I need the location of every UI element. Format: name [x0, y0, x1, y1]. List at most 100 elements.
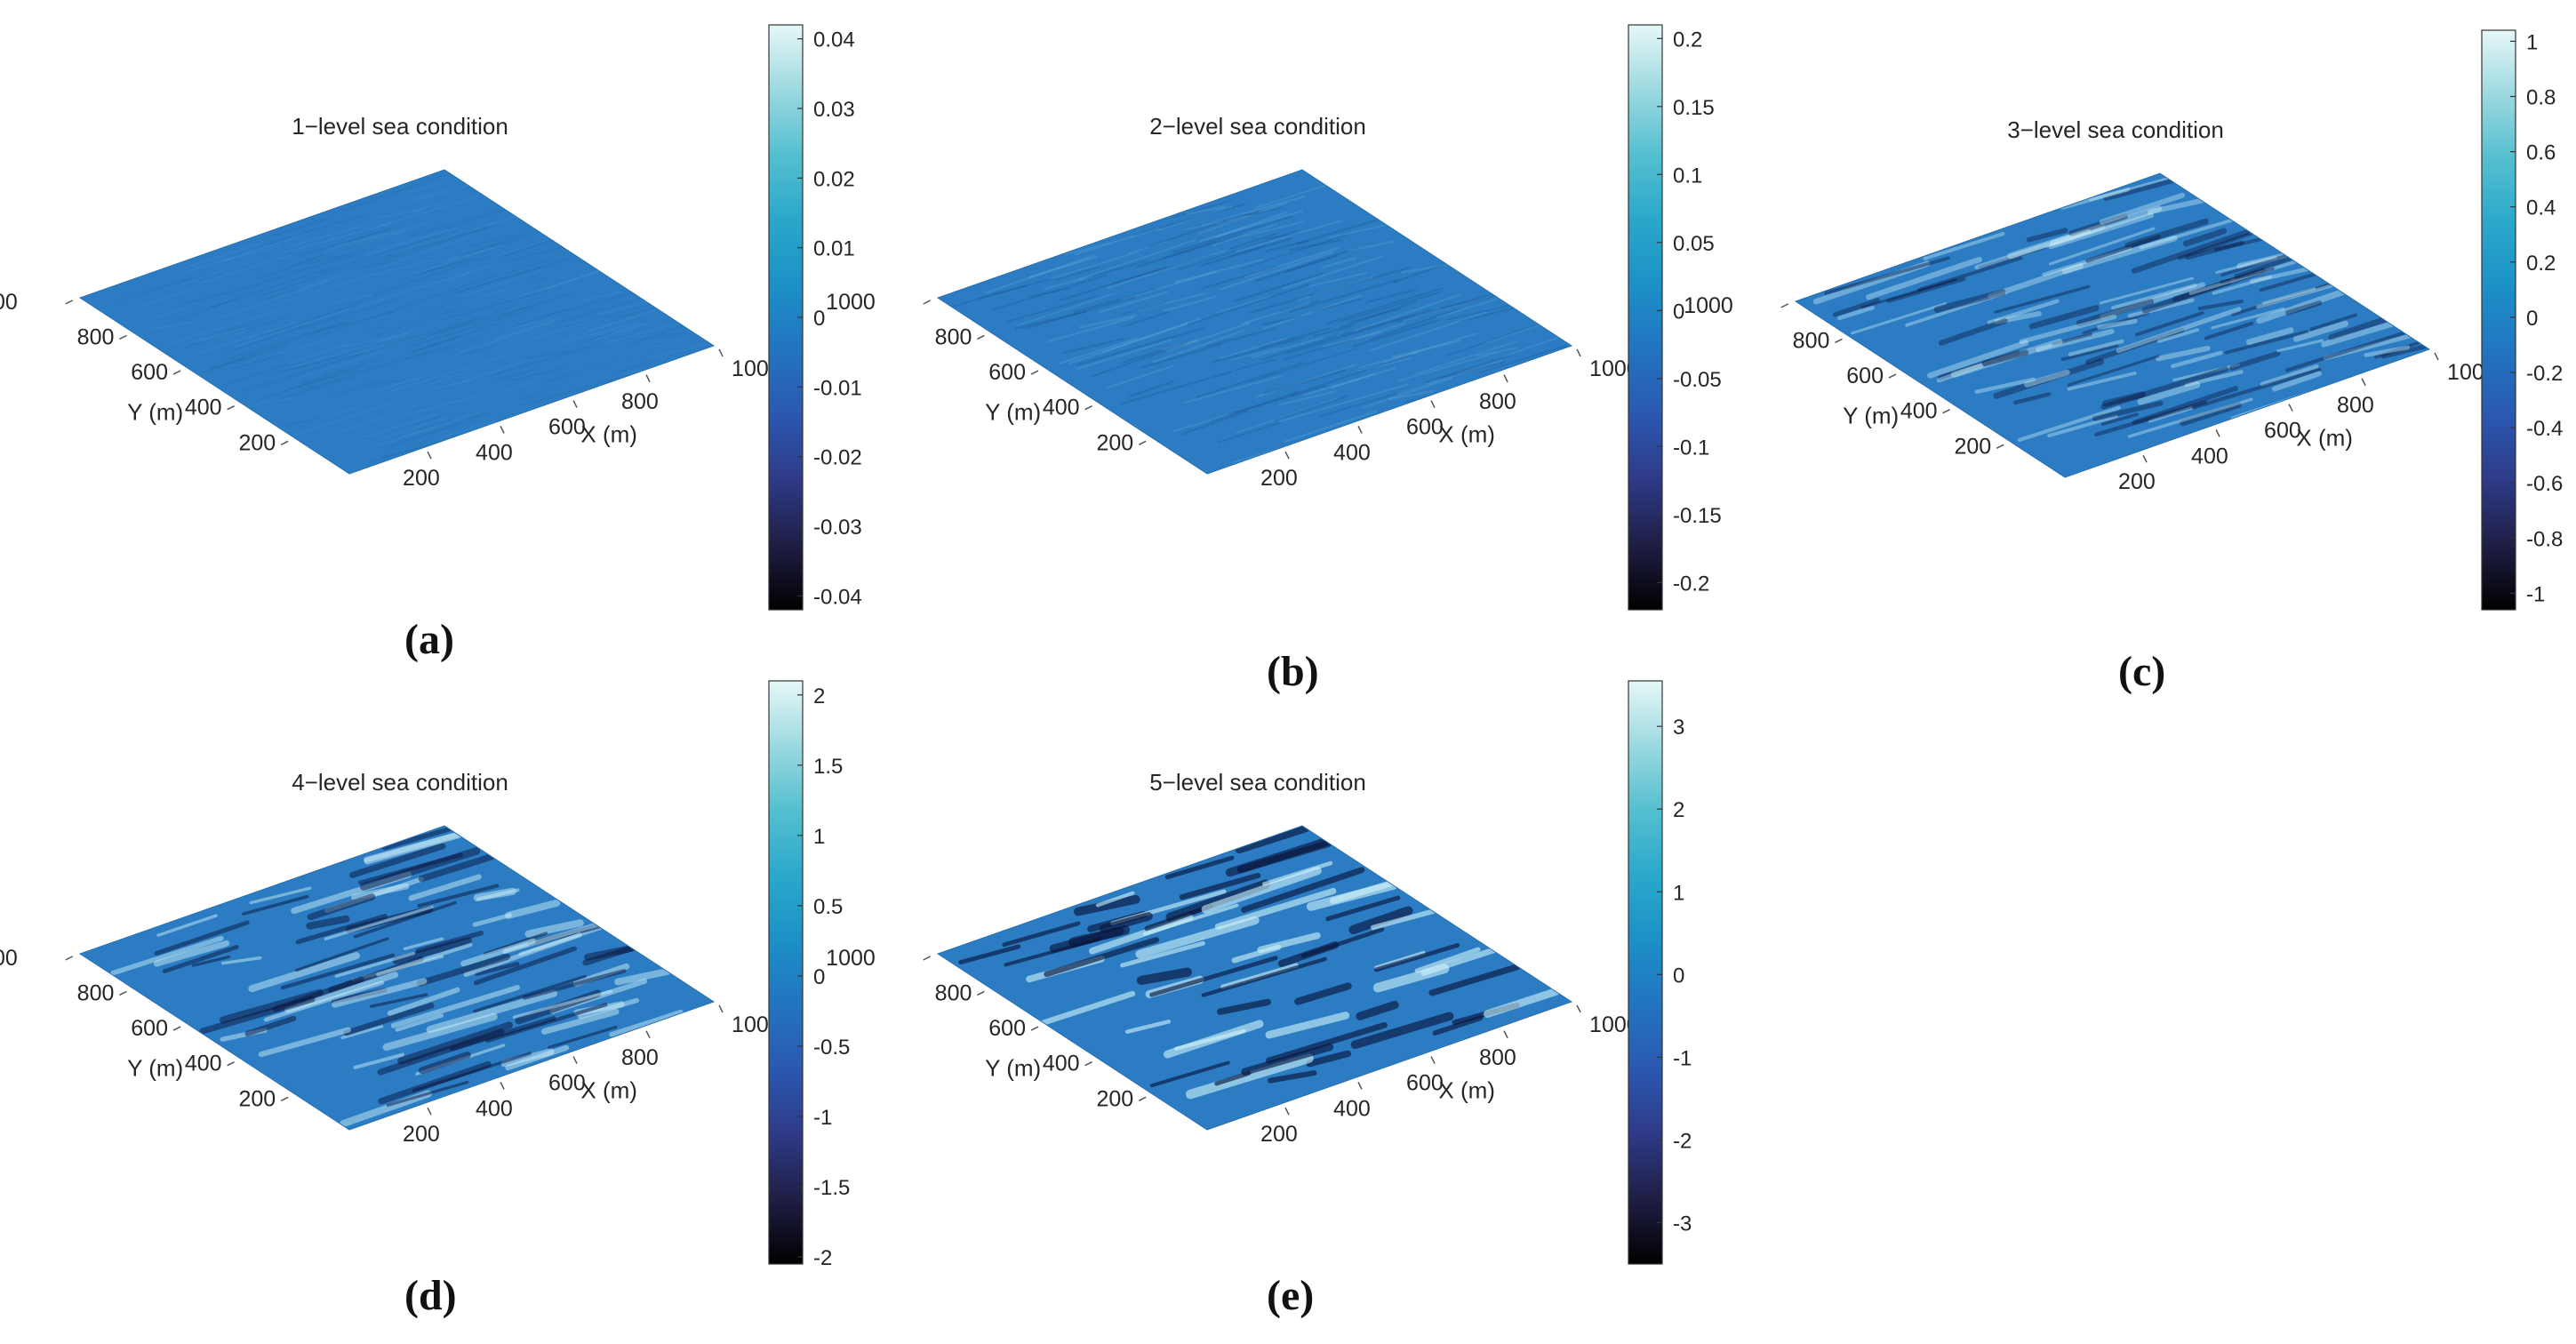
y-tick-mark [1942, 409, 1950, 414]
wave-streak [1242, 220, 1306, 238]
wave-streak [1184, 375, 1282, 404]
wave-streak [292, 401, 394, 436]
wave-streak [1227, 244, 1267, 258]
wave-streak [294, 937, 389, 972]
wave-streak [149, 321, 196, 331]
y-tick-label: 200 [1096, 430, 1133, 455]
wave-streak [513, 276, 549, 288]
wave-streak [372, 224, 498, 265]
wave-streak [224, 229, 319, 261]
colorbar-ramp [2481, 29, 2516, 611]
wave-streak [353, 318, 477, 357]
wave-streak [318, 233, 444, 274]
wave-streak [402, 398, 524, 437]
wave-streak [2094, 400, 2207, 437]
wave-streak [1163, 240, 1217, 260]
wave-streak [2184, 370, 2244, 388]
y-tick-mark [1996, 444, 2004, 449]
wave-streak [1362, 377, 1453, 409]
wave-streak [458, 232, 529, 258]
wave-streak [1950, 338, 2063, 379]
wave-streak [1325, 895, 1401, 922]
colorbar-tick-label: 1 [2526, 30, 2538, 54]
wave-streak [2224, 330, 2308, 355]
surface-5 [938, 826, 1572, 1130]
wave-streak [1161, 339, 1199, 351]
wave-streak [358, 259, 399, 269]
wave-streak [365, 379, 406, 388]
wave-streak [445, 208, 507, 230]
wave-streak [1230, 347, 1279, 361]
wave-streak [217, 321, 261, 333]
wave-streak [156, 914, 218, 937]
wave-streak [391, 231, 464, 255]
wave-streak [1938, 317, 2008, 346]
wave-streak [1133, 203, 1246, 236]
wave-streak [1328, 224, 1388, 239]
wave-streak [1284, 333, 1371, 360]
wave-streak [1987, 299, 2060, 325]
colorbar-tick-label: -0.4 [2526, 417, 2563, 441]
wave-streak [584, 944, 636, 961]
x-tick-mark [427, 1107, 432, 1116]
wave-streak [199, 996, 316, 1035]
wave-streak [1296, 218, 1380, 244]
wave-streak [1428, 964, 1522, 996]
wave-streak [572, 963, 630, 987]
wave-streak [1356, 1000, 1399, 1020]
wave-streak [1294, 982, 1352, 1005]
wave-streak [1262, 294, 1363, 330]
colorbar-ramp [1628, 24, 1663, 611]
wave-streak [2019, 314, 2117, 344]
chart-title: 4−level sea condition [292, 769, 508, 796]
wave-streak [359, 847, 481, 891]
wave-streak [334, 951, 415, 978]
surface-edge [78, 169, 716, 475]
wave-streak [391, 356, 505, 392]
caption-b: (b) [1267, 648, 1319, 695]
y-tick-mark [172, 1026, 181, 1031]
caption-d: (d) [404, 1272, 457, 1319]
y-tick-mark [172, 370, 181, 375]
wave-streak [1323, 332, 1381, 348]
wave-streak [1233, 272, 1324, 303]
wave-streak [184, 244, 283, 272]
wave-streak [1240, 301, 1311, 325]
colorbar-tick-label: 3 [1673, 716, 1684, 740]
y-tick-mark [119, 990, 127, 996]
wave-streak [417, 884, 500, 908]
wave-streak [467, 384, 562, 419]
wave-streak [1123, 310, 1171, 328]
wave-streak [184, 316, 287, 348]
wave-streak [1340, 308, 1433, 336]
wave-streak [572, 338, 682, 376]
y-tick-label: 600 [988, 1016, 1026, 1041]
wave-streak [1974, 377, 2036, 395]
wave-streak [1201, 266, 1277, 290]
x-tick-label: 800 [1479, 1045, 1516, 1070]
wave-streak [296, 351, 380, 380]
wave-streak [2260, 364, 2319, 387]
wave-streak [1214, 1071, 1252, 1086]
wave-streak [1289, 354, 1412, 397]
wave-streak [1185, 1053, 1314, 1100]
x-tick-label: 800 [1479, 389, 1516, 414]
wave-streak [348, 228, 388, 243]
wave-streak [2292, 320, 2348, 342]
wave-streak [2048, 212, 2154, 250]
wave-streak [353, 1052, 404, 1069]
wave-streak [1319, 383, 1428, 418]
y-tick-label: 200 [238, 1086, 276, 1111]
wave-streak [1196, 361, 1305, 398]
wave-streak [1251, 337, 1324, 358]
wave-streak [1308, 272, 1368, 287]
wave-streak [2076, 298, 2155, 327]
wave-streak [473, 887, 516, 901]
wave-streak [1099, 291, 1168, 314]
wave-streak [2191, 367, 2322, 410]
wave-streak [272, 976, 364, 1012]
wave-streak [2220, 267, 2275, 284]
surface-edge [1794, 172, 2431, 478]
colorbar-tick-label: 2 [1673, 798, 1684, 822]
y-tick-label: 800 [935, 324, 972, 349]
